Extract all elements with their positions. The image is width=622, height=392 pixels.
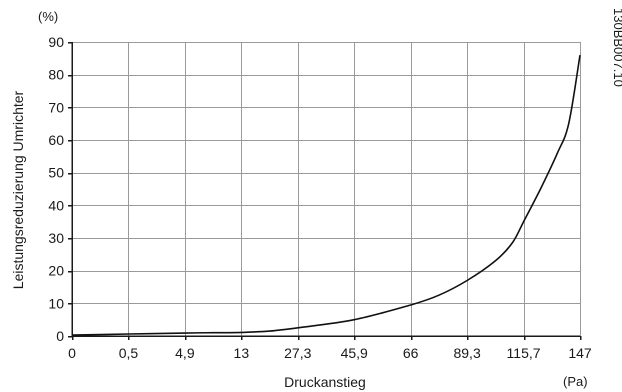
axes — [68, 41, 582, 340]
x-unit-label: (Pa) — [563, 374, 588, 389]
y-tick-label: 70 — [48, 99, 64, 115]
y-tick-label: 50 — [48, 165, 64, 181]
x-tick-label: 147 — [568, 345, 592, 361]
y-tick-label: 90 — [48, 34, 64, 50]
x-tick-label: 0 — [68, 345, 76, 361]
y-tick-label: 30 — [48, 230, 64, 246]
y-tick-label: 20 — [48, 263, 64, 279]
y-tick-label: 10 — [48, 295, 64, 311]
x-tick-label: 4,9 — [175, 345, 195, 361]
y-tick-label: 80 — [48, 67, 64, 83]
x-tick-label: 115,7 — [507, 345, 541, 361]
grid — [72, 42, 581, 336]
x-tick-label: 45,9 — [341, 345, 368, 361]
x-tick-label: 0,5 — [119, 345, 139, 361]
x-tick-label: 13 — [234, 345, 250, 361]
x-axis-title: Druckanstieg — [284, 374, 366, 390]
x-tick-label: 66 — [403, 345, 419, 361]
y-unit-label: (%) — [38, 9, 58, 24]
y-tick-label: 60 — [48, 132, 64, 148]
y-tick-label: 40 — [48, 197, 64, 213]
x-tick-label: 27,3 — [284, 345, 311, 361]
series-line — [71, 54, 581, 336]
y-axis-title: Leistungsreduzierung Umrichter — [10, 90, 26, 289]
reference-code: 130BB007.10 — [611, 8, 622, 87]
y-tick-label: 0 — [56, 328, 64, 344]
series-layer — [71, 54, 581, 336]
x-tick-label: 89,3 — [453, 345, 480, 361]
y-tick-labels: 0 10 20 30 40 50 60 70 80 90 — [48, 34, 64, 344]
x-tick-labels: 0 0,5 4,9 13 27,3 45,9 66 89,3 115,7 147 — [68, 345, 592, 361]
